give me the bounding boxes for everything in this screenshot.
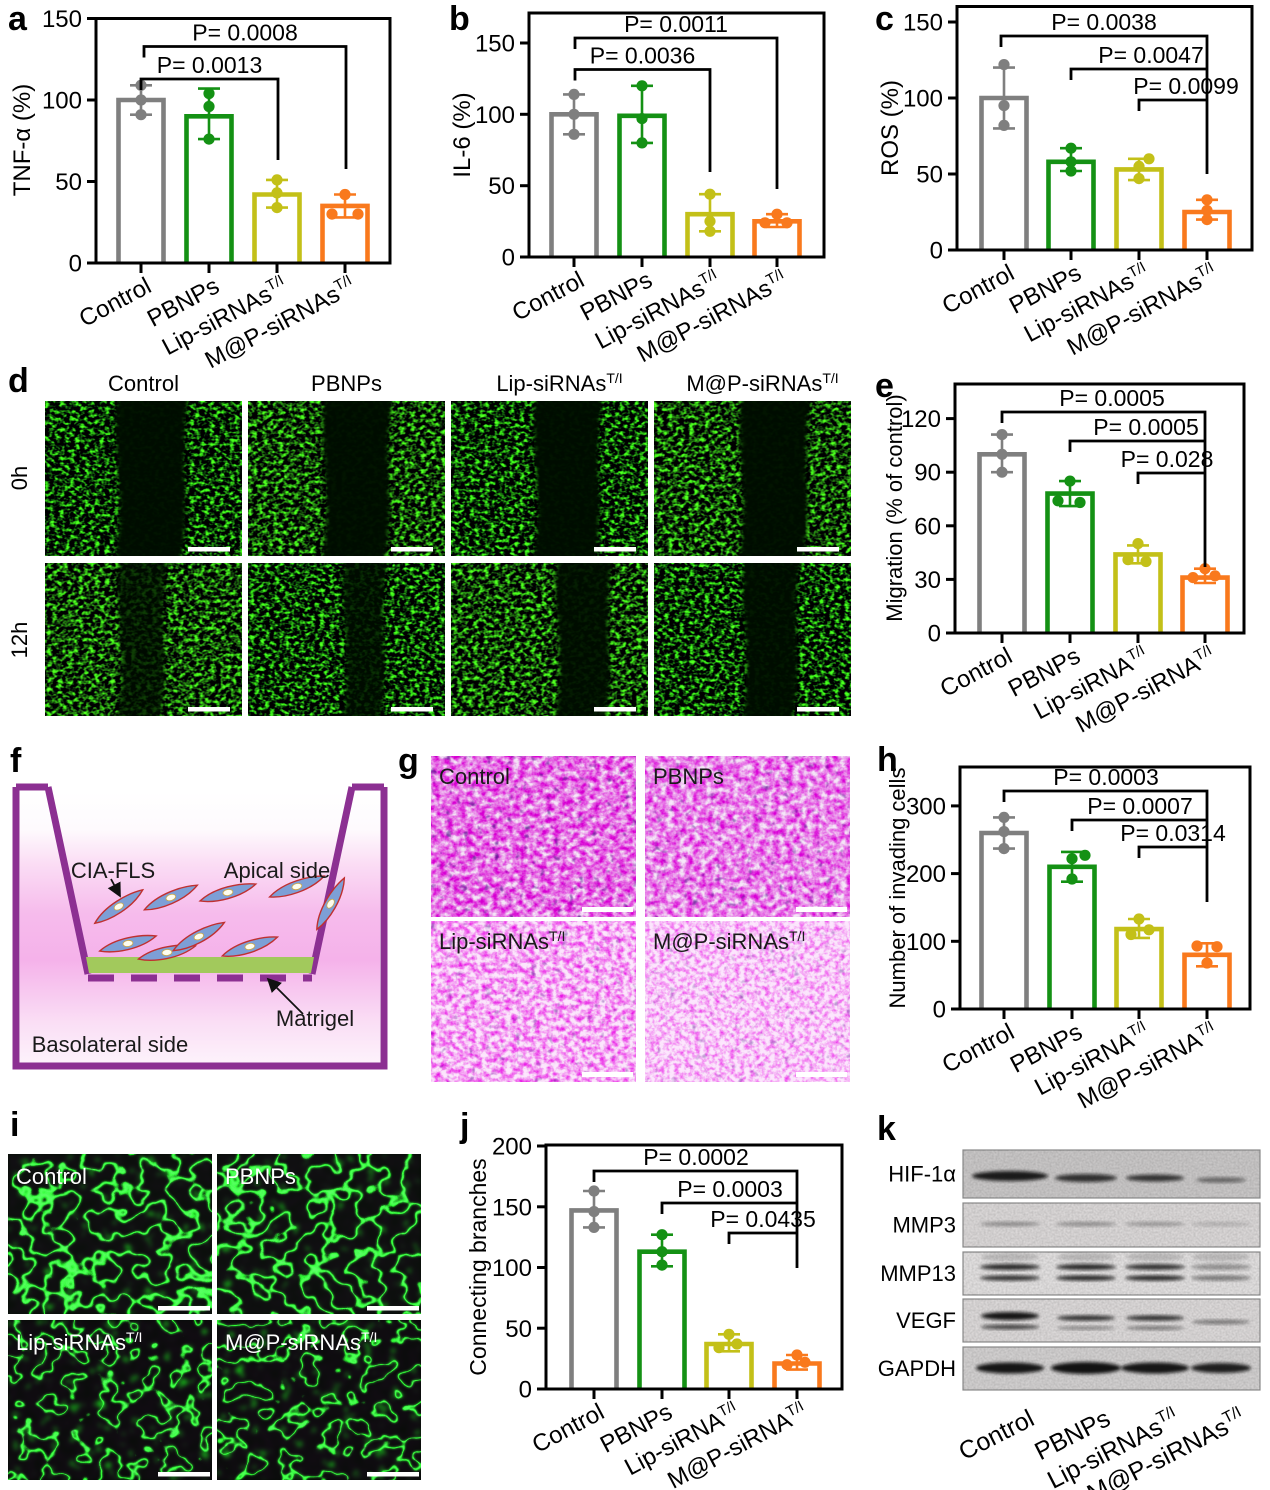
svg-text:c: c	[875, 0, 894, 38]
svg-text:P= 0.0002: P= 0.0002	[643, 1144, 749, 1170]
svg-text:g: g	[398, 742, 419, 780]
svg-text:f: f	[10, 742, 22, 780]
svg-text:M@P-siRNAsT/I: M@P-siRNAsT/I	[686, 370, 838, 396]
svg-text:150: 150	[903, 10, 943, 37]
svg-text:Connecting branches: Connecting branches	[465, 1158, 491, 1375]
svg-text:0: 0	[519, 1377, 532, 1404]
svg-text:CIA-FLS: CIA-FLS	[71, 858, 155, 883]
svg-text:Apical side: Apical side	[224, 858, 330, 883]
svg-text:k: k	[877, 1110, 896, 1148]
svg-text:150: 150	[42, 6, 82, 33]
svg-text:M@P-siRNAsT/I: M@P-siRNAsT/I	[225, 1329, 377, 1355]
svg-text:P= 0.0013: P= 0.0013	[157, 52, 263, 78]
svg-text:P= 0.0003: P= 0.0003	[1053, 764, 1159, 790]
svg-text:i: i	[10, 1106, 19, 1144]
svg-text:200: 200	[492, 1134, 532, 1161]
svg-text:Migration (% of control): Migration (% of control)	[882, 394, 907, 621]
svg-text:100: 100	[42, 88, 82, 115]
svg-text:50: 50	[505, 1316, 532, 1343]
svg-text:MMP13: MMP13	[880, 1261, 956, 1286]
svg-text:P= 0.0099: P= 0.0099	[1133, 73, 1239, 99]
svg-text:Number of invading cells: Number of invading cells	[885, 768, 910, 1009]
svg-text:P= 0.0008: P= 0.0008	[192, 20, 298, 46]
svg-text:Control: Control	[108, 371, 179, 396]
svg-text:e: e	[875, 367, 894, 405]
svg-text:P= 0.0005: P= 0.0005	[1093, 414, 1199, 440]
svg-text:12h: 12h	[7, 622, 32, 659]
svg-text:0: 0	[69, 251, 82, 278]
svg-text:Lip-siRNAsT/I: Lip-siRNAsT/I	[496, 370, 622, 396]
svg-text:50: 50	[55, 169, 82, 196]
svg-text:a: a	[8, 0, 28, 38]
svg-text:d: d	[8, 362, 29, 400]
svg-text:Control: Control	[439, 764, 510, 789]
svg-text:PBNPs: PBNPs	[225, 1164, 296, 1189]
svg-text:50: 50	[488, 173, 515, 200]
svg-text:Basolateral side: Basolateral side	[32, 1032, 189, 1057]
svg-text:100: 100	[903, 86, 943, 113]
svg-text:MMP3: MMP3	[892, 1213, 956, 1238]
svg-text:P= 0.0007: P= 0.0007	[1087, 793, 1193, 819]
svg-text:50: 50	[916, 162, 943, 189]
svg-text:GAPDH: GAPDH	[878, 1356, 956, 1381]
svg-text:P= 0.0011: P= 0.0011	[624, 11, 728, 37]
svg-text:HIF-1α: HIF-1α	[888, 1162, 956, 1187]
svg-text:P= 0.0038: P= 0.0038	[1051, 9, 1157, 35]
svg-text:0: 0	[928, 621, 941, 648]
svg-text:0: 0	[930, 238, 943, 265]
svg-text:P= 0.0005: P= 0.0005	[1059, 385, 1165, 411]
svg-text:h: h	[877, 741, 898, 779]
svg-text:120: 120	[901, 406, 941, 433]
svg-text:0: 0	[502, 245, 515, 272]
svg-text:PBNPs: PBNPs	[653, 764, 724, 789]
svg-text:P= 0.0036: P= 0.0036	[590, 43, 696, 69]
svg-text:Control: Control	[16, 1164, 87, 1189]
svg-text:P= 0.0435: P= 0.0435	[710, 1206, 816, 1232]
svg-text:200: 200	[906, 861, 946, 888]
svg-text:300: 300	[906, 793, 946, 820]
svg-text:P= 0.0003: P= 0.0003	[677, 1176, 783, 1202]
svg-text:30: 30	[914, 567, 941, 594]
svg-text:100: 100	[492, 1255, 532, 1282]
svg-text:j: j	[459, 1107, 469, 1145]
svg-text:b: b	[449, 0, 470, 38]
svg-text:Matrigel: Matrigel	[276, 1006, 354, 1031]
svg-text:60: 60	[914, 513, 941, 540]
svg-text:100: 100	[475, 102, 515, 129]
svg-text:90: 90	[914, 460, 941, 487]
svg-text:Lip-siRNAsT/I: Lip-siRNAsT/I	[16, 1329, 142, 1355]
svg-text:150: 150	[492, 1194, 532, 1221]
svg-text:M@P-siRNAsT/I: M@P-siRNAsT/I	[653, 928, 805, 954]
svg-text:Lip-siRNAsT/I: Lip-siRNAsT/I	[439, 928, 565, 954]
svg-text:150: 150	[475, 30, 515, 57]
svg-text:IL-6 (%): IL-6 (%)	[449, 92, 476, 177]
svg-text:VEGF: VEGF	[896, 1308, 956, 1333]
svg-text:TNF-α (%): TNF-α (%)	[9, 84, 36, 197]
svg-text:P= 0.028: P= 0.028	[1121, 446, 1214, 472]
svg-text:P= 0.0314: P= 0.0314	[1120, 820, 1226, 846]
svg-text:0h: 0h	[7, 466, 32, 490]
svg-text:0: 0	[933, 997, 946, 1024]
svg-text:ROS (%): ROS (%)	[877, 80, 904, 176]
svg-text:P= 0.0047: P= 0.0047	[1098, 42, 1204, 68]
svg-text:100: 100	[906, 929, 946, 956]
svg-text:PBNPs: PBNPs	[311, 371, 382, 396]
